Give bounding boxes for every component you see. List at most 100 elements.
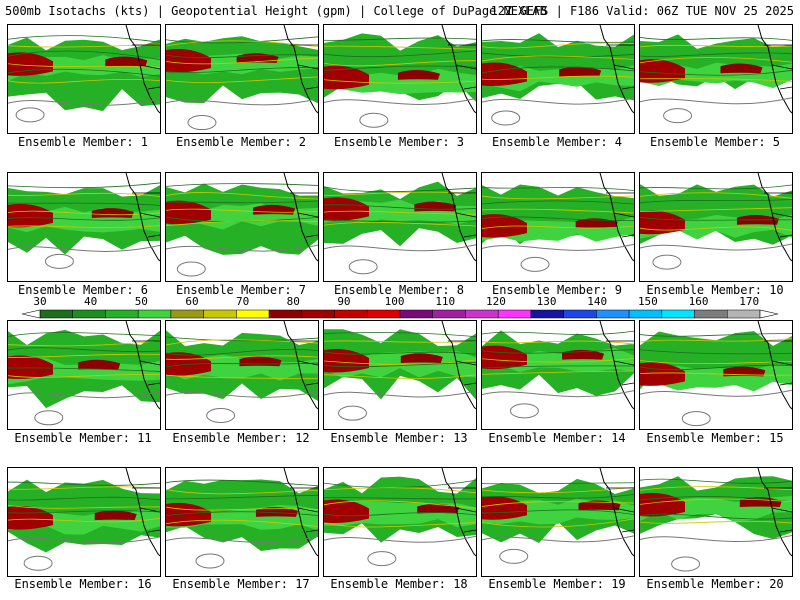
- caption-number: 19: [611, 577, 626, 591]
- colorbar-swatch: [137, 309, 172, 319]
- jet-stream-map: [8, 173, 160, 269]
- ensemble-member-map: [639, 467, 793, 577]
- colorbar-tick-label: 100: [384, 295, 405, 308]
- colorbar-swatch: [497, 309, 532, 319]
- caption-number: 3: [456, 135, 465, 149]
- ensemble-member-map: [639, 172, 793, 282]
- ensemble-member-caption: Ensemble Member: 20: [636, 577, 794, 591]
- caption-prefix: Ensemble Member:: [172, 577, 296, 591]
- colorbar-swatch: [367, 309, 401, 319]
- colorbar-tick-label: 70: [236, 295, 250, 308]
- jet-stream-map: [8, 321, 160, 426]
- caption-number: 7: [298, 283, 307, 297]
- caption-prefix: Ensemble Member:: [333, 283, 457, 297]
- colorbar-swatch: [530, 309, 564, 319]
- colorbar-swatch: [105, 309, 139, 319]
- colorbar-swatch: [563, 309, 597, 319]
- ensemble-member-map: [7, 24, 161, 134]
- caption-prefix: Ensemble Member:: [491, 135, 615, 149]
- caption-prefix: Ensemble Member:: [491, 283, 615, 297]
- ensemble-member-map: [7, 467, 161, 577]
- caption-prefix: Ensemble Member:: [488, 577, 612, 591]
- colorbar-swatch: [432, 309, 466, 319]
- colorbar-swatch: [694, 309, 728, 319]
- colorbar-swatch: [465, 309, 499, 319]
- caption-number: 10: [769, 283, 784, 297]
- caption-prefix: Ensemble Member:: [175, 135, 299, 149]
- colorbar-swatch: [301, 309, 335, 319]
- ensemble-member-caption: Ensemble Member: 16: [4, 577, 162, 591]
- caption-number: 11: [137, 431, 152, 445]
- ensemble-member-caption: Ensemble Member: 9: [478, 283, 636, 297]
- colorbar-tick-label: 90: [337, 295, 351, 308]
- ensemble-member-map: [323, 24, 477, 134]
- ensemble-member-caption: Ensemble Member: 17: [162, 577, 320, 591]
- jet-stream-map: [482, 468, 634, 564]
- jet-stream-map: [166, 173, 318, 277]
- colorbar-swatch: [39, 309, 73, 319]
- caption-number: 6: [140, 283, 149, 297]
- caption-prefix: Ensemble Member:: [17, 283, 141, 297]
- colorbar-swatch: [203, 309, 237, 319]
- colorbar-tick-label: 150: [637, 295, 658, 308]
- ensemble-member-caption: Ensemble Member: 10: [636, 283, 794, 297]
- colorbar-tick-label: 40: [84, 295, 98, 308]
- ensemble-member-map: [165, 24, 319, 134]
- caption-number: 8: [456, 283, 465, 297]
- ensemble-member-caption: Ensemble Member: 11: [4, 431, 162, 445]
- caption-number: 14: [611, 431, 626, 445]
- colorbar-swatch: [334, 309, 368, 319]
- ensemble-member-map: [323, 172, 477, 282]
- ensemble-member-caption: Ensemble Member: 2: [162, 135, 320, 149]
- colorbar-swatch: [596, 309, 630, 319]
- caption-number: 13: [453, 431, 468, 445]
- header-title: 500mb Isotachs (kts) | Geopotential Heig…: [5, 4, 547, 18]
- caption-prefix: Ensemble Member:: [175, 283, 299, 297]
- caption-number: 15: [769, 431, 784, 445]
- colorbar-swatch: [170, 309, 204, 319]
- jet-stream-map: [8, 468, 160, 571]
- caption-prefix: Ensemble Member:: [488, 431, 612, 445]
- colorbar-swatch: [268, 309, 303, 319]
- ensemble-member-caption: Ensemble Member: 7: [162, 283, 320, 297]
- ensemble-member-map: [639, 320, 793, 430]
- caption-prefix: Ensemble Member:: [172, 431, 296, 445]
- ensemble-member-map: [7, 320, 161, 430]
- ensemble-member-caption: Ensemble Member: 13: [320, 431, 478, 445]
- colorbar-swatches: [21, 309, 779, 319]
- ensemble-member-caption: Ensemble Member: 1: [4, 135, 162, 149]
- ensemble-member-caption: Ensemble Member: 8: [320, 283, 478, 297]
- colorbar-tick-label: 110: [435, 295, 456, 308]
- caption-prefix: Ensemble Member:: [646, 577, 770, 591]
- ensemble-member-caption: Ensemble Member: 5: [636, 135, 794, 149]
- ensemble-member-map: [481, 24, 635, 134]
- colorbar-tick-label: 130: [536, 295, 557, 308]
- caption-number: 18: [453, 577, 468, 591]
- ensemble-member-caption: Ensemble Member: 18: [320, 577, 478, 591]
- jet-stream-map: [166, 321, 318, 423]
- caption-number: 4: [614, 135, 623, 149]
- colorbar-tick-label: 170: [739, 295, 760, 308]
- jet-stream-map: [166, 468, 318, 569]
- caption-prefix: Ensemble Member:: [330, 577, 454, 591]
- ensemble-member-caption: Ensemble Member: 19: [478, 577, 636, 591]
- colorbar-tick-label: 120: [485, 295, 506, 308]
- ensemble-member-caption: Ensemble Member: 12: [162, 431, 320, 445]
- ensemble-member-map: [165, 467, 319, 577]
- ensemble-member-map: [323, 467, 477, 577]
- ensemble-member-caption: Ensemble Member: 3: [320, 135, 478, 149]
- caption-prefix: Ensemble Member:: [14, 431, 138, 445]
- caption-number: 5: [772, 135, 781, 149]
- caption-prefix: Ensemble Member:: [646, 283, 770, 297]
- ensemble-member-map: [481, 467, 635, 577]
- ensemble-member-caption: Ensemble Member: 15: [636, 431, 794, 445]
- colorbar-tick-label: 80: [286, 295, 300, 308]
- jet-stream-map: [324, 173, 476, 275]
- caption-number: 2: [298, 135, 307, 149]
- jet-stream-map: [166, 25, 318, 131]
- caption-number: 20: [769, 577, 784, 591]
- header-valid-time: 12Z GEFS | F186 Valid: 06Z TUE NOV 25 20…: [490, 4, 794, 18]
- colorbar-swatch: [727, 309, 761, 319]
- ensemble-member-caption: Ensemble Member: 6: [4, 283, 162, 297]
